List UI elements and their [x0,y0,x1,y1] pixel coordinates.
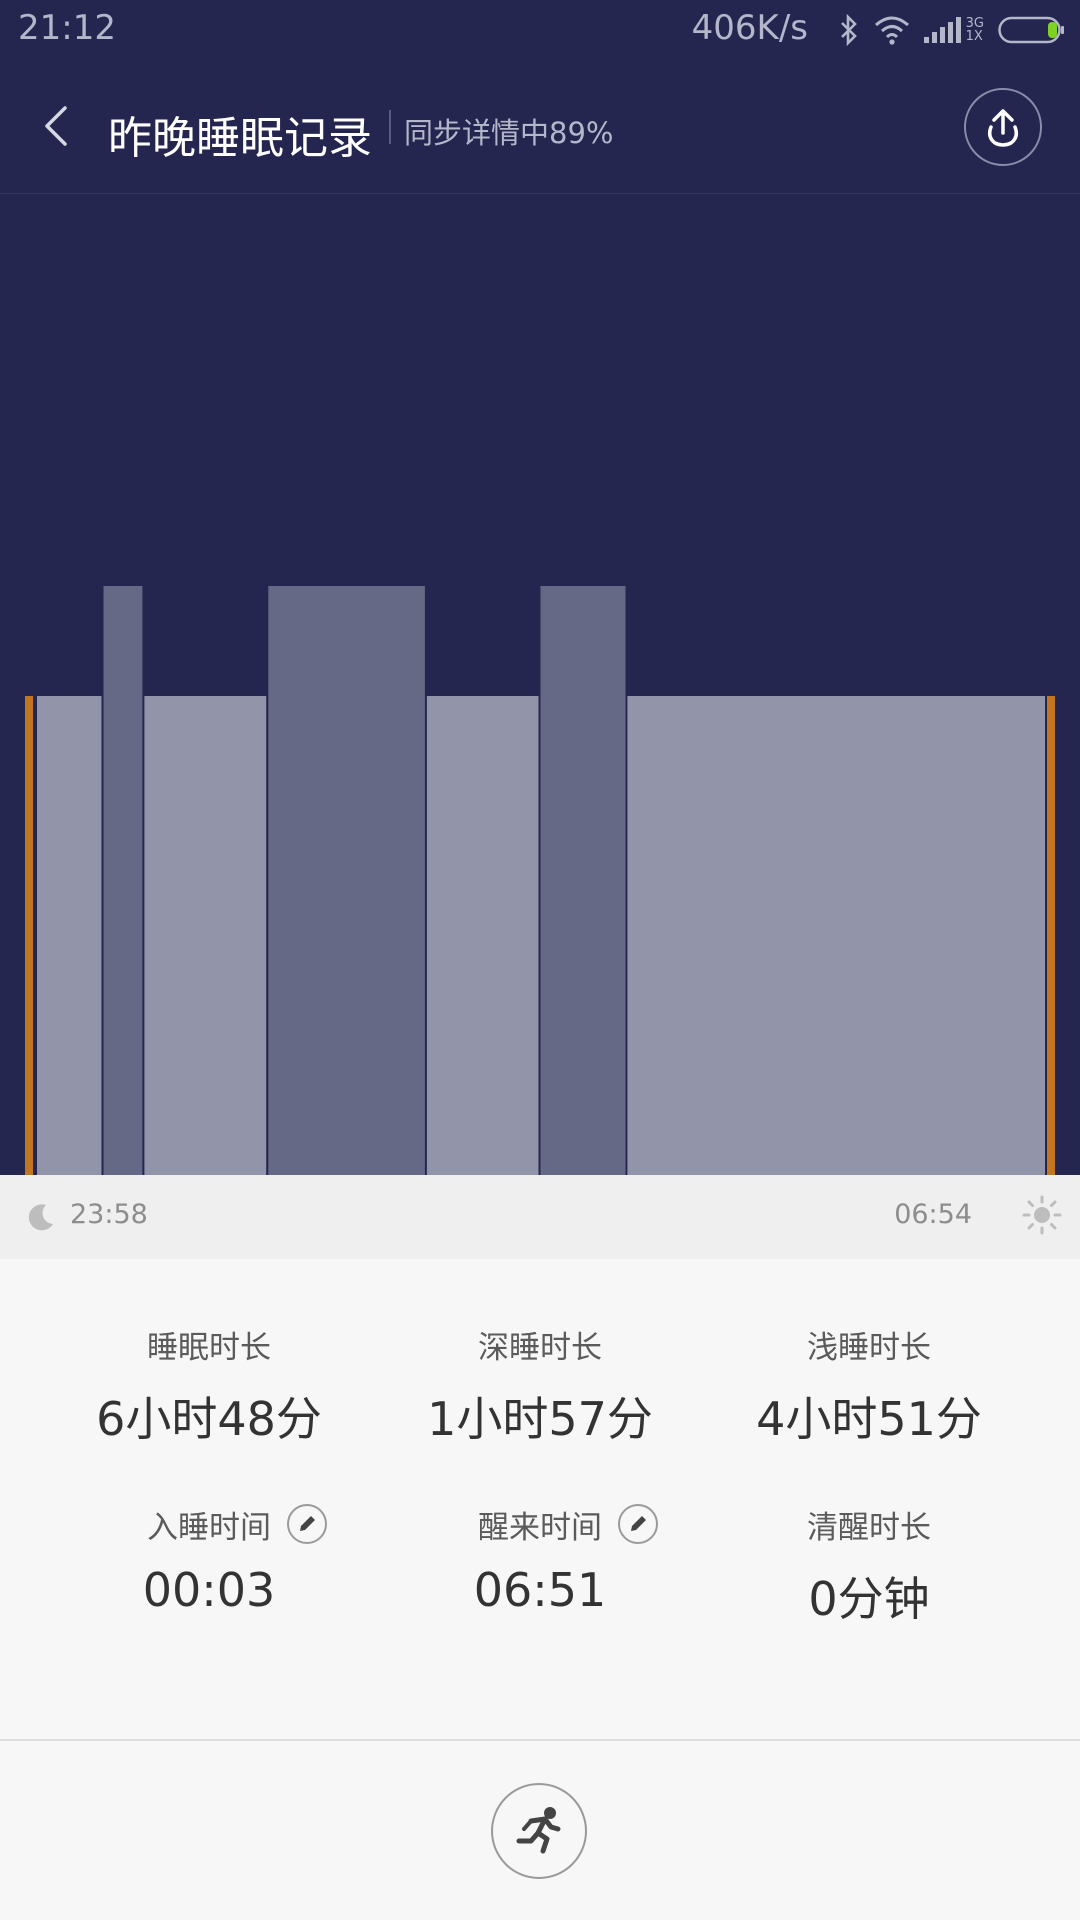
stat-label: 浅睡时长 [807,1329,931,1366]
stat-value: 0分钟 [808,1572,930,1626]
network-speed: 406K/s [691,8,808,48]
start-activity-button[interactable] [491,1783,587,1879]
moon-icon [26,1202,56,1236]
edit-fall-asleep-button[interactable] [287,1504,327,1544]
stat-label: 清醒时长 [807,1509,931,1546]
stat-label: 深睡时长 [478,1329,602,1366]
page-title: 昨晚睡眠记录 [108,113,372,164]
sleep-end-marker [1047,696,1055,1175]
stat-fall-asleep: 入睡时间 00:03 [44,1503,374,1617]
sleep-segment-deep [268,586,425,1175]
stat-light-duration: 浅睡时长 4小时51分 [704,1323,1034,1449]
stat-label: 入睡时间 [147,1509,271,1546]
sleep-start-marker [25,696,33,1175]
title-divider [389,110,391,144]
wifi-icon [874,15,910,45]
sync-status: 同步详情中89% [404,116,614,150]
sleep-stage-chart [25,586,1055,1175]
share-button[interactable] [964,88,1042,166]
sun-icon [1022,1195,1062,1239]
bluetooth-icon [838,14,860,46]
stat-value: 1小时57分 [427,1392,653,1446]
edit-wake-up-button[interactable] [618,1504,658,1544]
network-type-top: 3G [965,16,984,31]
sleep-segment-light [144,696,267,1175]
sleep-chart-panel: 21:12 406K/s [0,0,1080,1175]
chevron-left-icon [45,106,67,146]
stat-sleep-duration: 睡眠时长 6小时48分 [44,1323,374,1449]
battery-icon [998,16,1066,44]
time-axis: 23:58 06:54 [0,1175,1080,1259]
sleep-stats: 睡眠时长 6小时48分 深睡时长 1小时57分 浅睡时长 4小时51分 入睡时间… [0,1259,1080,1739]
stat-label: 睡眠时长 [147,1329,271,1366]
sleep-segment-light [426,696,539,1175]
stat-value: 4小时51分 [756,1392,982,1446]
sleep-segment-deep [103,586,143,1175]
sleep-segment-light [627,696,1045,1175]
stat-label: 醒来时间 [478,1509,602,1546]
status-bar: 21:12 406K/s [0,0,1080,60]
sleep-segment-deep [540,586,626,1175]
stat-deep-duration: 深睡时长 1小时57分 [375,1323,705,1449]
back-button[interactable] [26,96,86,156]
pencil-icon [631,1516,646,1531]
bottom-bar [0,1741,1080,1920]
sleep-end-time: 06:54 [894,1199,972,1230]
stat-wake-up: 醒来时间 06:51 [375,1503,705,1617]
status-icons: 3G 1X [838,12,1066,48]
status-time: 21:12 [18,8,116,48]
sleep-start-time: 23:58 [70,1199,148,1230]
signal-icon: 3G 1X [923,15,984,45]
stat-value: 00:03 [142,1563,276,1617]
stat-value: 6小时48分 [96,1392,322,1446]
running-icon [516,1807,561,1854]
network-type-bottom: 1X [965,29,983,44]
sleep-segment-light [37,696,102,1175]
stat-value: 06:51 [473,1563,607,1617]
app-bar: 昨晚睡眠记录 同步详情中89% [0,60,1080,194]
pencil-icon [300,1516,315,1531]
stat-awake-duration: 清醒时长 0分钟 [704,1503,1034,1629]
upload-icon [987,109,1019,147]
bottom-divider [0,1739,1080,1741]
